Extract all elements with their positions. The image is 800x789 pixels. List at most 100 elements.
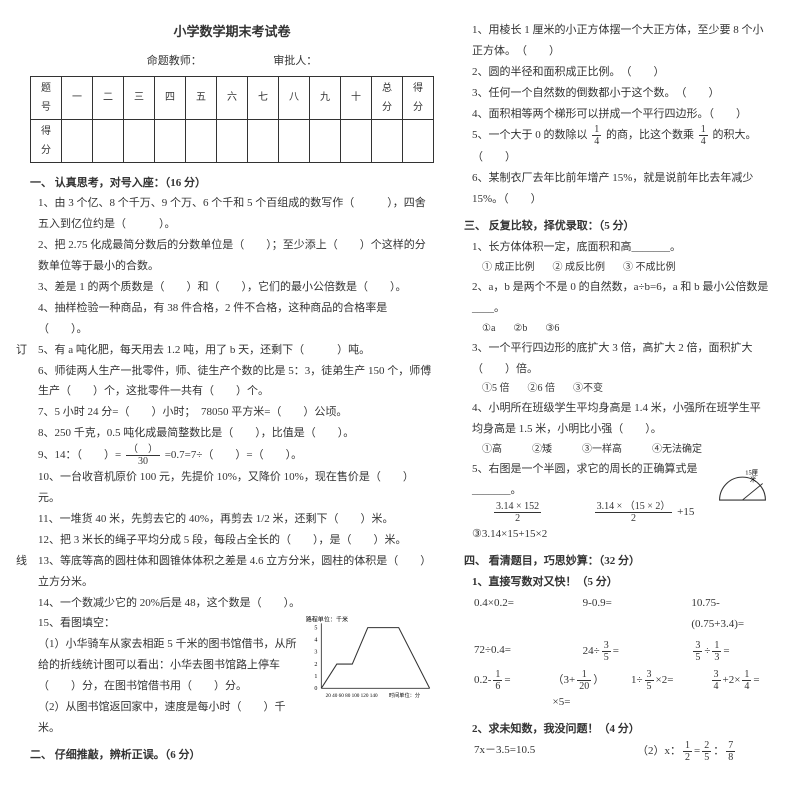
td: 得分	[31, 119, 62, 162]
r3-text: 任何一个自然数的倒数都小于这个数。 （ ）	[489, 87, 720, 99]
author-line: 命题教师： 审批人：	[30, 51, 434, 72]
r5b: 的商，比这个数乘	[606, 129, 694, 141]
r5a: 一个大于 0 的数除以	[489, 129, 588, 141]
opt: ③不变	[573, 379, 603, 398]
svg-text:4: 4	[314, 638, 317, 644]
q12: 12、把 3 米长的绳子平均分成 5 段，每段占全长的（ ），是（ ）米。	[38, 530, 434, 551]
section-1-heading: 一、 认真思考，对号入座：（16 分）	[30, 173, 434, 194]
q15: 15、看图填空： 路程单位：千米 0 1 2 3 4 5 20 40 60 80…	[38, 613, 434, 738]
svg-text:2: 2	[314, 662, 317, 668]
s3q3: 3、一个平行四边形的底扩大 3 倍，高扩大 2 倍，面积扩大（ ）倍。	[472, 338, 770, 380]
th: 四	[155, 76, 186, 119]
section-3-heading: 三、 反复比较，择优录取：（5 分）	[464, 216, 770, 237]
th: 一	[62, 76, 93, 119]
r1-text: 用棱长 1 厘米的小正方体摆一个大正方体，至少要 8 个小正方体。 （ ）	[472, 24, 764, 57]
q4-text: 抽样检验一种商品，有 38 件合格，2 件不合格，这种商品的合格率是（ ）。	[38, 302, 387, 335]
q8: 8、250 千克，0.5 吨化成最简整数比是（ ），比值是（ ）。	[38, 423, 434, 444]
section-4-heading: 四、 看清题目，巧思妙算：（32 分）	[464, 551, 770, 572]
c3: 35÷13=	[691, 640, 770, 663]
author-label: 命题教师：	[147, 55, 202, 67]
svg-text:15厘: 15厘	[745, 469, 758, 477]
th: 总分	[372, 76, 403, 119]
r1: 1、用棱长 1 厘米的小正方体摆一个大正方体，至少要 8 个小正方体。 （ ）	[472, 20, 770, 62]
c2: （2）x：12=25：78	[637, 740, 770, 763]
s3q5: 15厘 米 5、右图是一个半圆，求它的周长的正确算式是_______。 3.14…	[472, 459, 770, 524]
c1: 0.4×0.2=	[474, 593, 553, 635]
c1: 0.2-16=	[474, 669, 535, 713]
th: 题号	[31, 76, 62, 119]
calc-row-1: 0.4×0.2= 9-0.9= 10.75-(0.75+3.4)=	[474, 593, 770, 635]
s3q2: 2、a，b 是两个不是 0 的自然数，a÷b=6，a 和 b 最小公倍数是___…	[472, 277, 770, 319]
opt: ②6 倍	[528, 379, 556, 398]
calc-row-4: 7x－3.5=10.5 （2）x：12=25：78	[474, 740, 770, 763]
left-column: 装 小学数学期末考试卷 命题教师： 审批人： 题号 一 二 三 四 五 六 七 …	[30, 20, 434, 769]
calc-row-3: 0.2-16= （3+120）×5= 1÷35×2= 34+2×14=	[474, 669, 770, 713]
s3q5-f2: 3.14 × （15 × 2）2	[595, 501, 673, 524]
c1: 7x－3.5=10.5	[474, 740, 607, 763]
r2: 2、圆的半径和面积成正比例。 （ ）	[472, 62, 770, 83]
q13-text: 等底等高的圆柱体和圆锥体体积之差是 4.6 立方分米，圆柱的体积是（ ）立方分米…	[38, 555, 431, 588]
s3q5-text: 右图是一个半圆，求它的周长的正确算式是_______。	[472, 463, 698, 496]
q10-text: 一台收音机原价 100 元，先提价 10%，又降价 10%，现在售价是（ ）元。	[38, 471, 414, 504]
frac-1-4b: 14	[699, 124, 708, 147]
s3q4-text: 小明所在班级学生平均身高是 1.4 米，小强所在班学生平均身高是 1.5 米，小…	[472, 402, 761, 435]
th: 十	[341, 76, 372, 119]
exam-title: 小学数学期末考试卷	[30, 20, 434, 45]
th: 二	[93, 76, 124, 119]
c3: 1÷35×2=	[631, 669, 692, 713]
semicircle-figure: 15厘 米	[715, 459, 770, 509]
q15-text: 看图填空：	[60, 617, 115, 629]
section-2-heading: 二、 仔细推敲，辨析正误。（6 分）	[30, 745, 434, 766]
q9b: =0.7=7÷（ ）=（ ）。	[165, 449, 302, 461]
q14-text: 一个数减少它的 20%后是 48，这个数是（ ）。	[60, 597, 300, 609]
svg-text:5: 5	[314, 626, 317, 632]
q2: 2、把 2.75 化成最简分数后的分数单位是（ ）；至少添上（ ）个这样的分数单…	[38, 235, 434, 277]
q11-text: 一堆货 40 米，先剪去它的 40%，再剪去 1/2 米，还剩下（ ）米。	[60, 513, 394, 525]
q2-text: 把 2.75 化成最简分数后的分数单位是（ ）；至少添上（ ）个这样的分数单位等…	[38, 239, 426, 272]
score-table: 题号 一 二 三 四 五 六 七 八 九 十 总分 得分 得分	[30, 76, 434, 163]
opt: ③6	[545, 319, 559, 338]
s3q3-opts: ①5 倍 ②6 倍 ③不变	[482, 379, 770, 398]
line-chart: 路程单位：千米 0 1 2 3 4 5 20 40 60 80 100 120 …	[304, 613, 434, 703]
q5: 订 5、有 a 吨化肥，每天用去 1.2 吨，用了 b 天，还剩下（ ）吨。	[38, 340, 434, 361]
opt: ①a	[482, 319, 495, 338]
s3q5-f1: 3.14 × 1522	[494, 501, 541, 524]
s3q2-text: a，b 是两个不是 0 的自然数，a÷b=6，a 和 b 最小公倍数是____。	[472, 281, 768, 314]
opt: ① 成正比例	[482, 258, 535, 277]
opt: ①高	[482, 440, 502, 459]
svg-text:米: 米	[750, 475, 757, 484]
c4: 34+2×14=	[710, 669, 771, 713]
opt: ④无法确定	[652, 440, 702, 459]
r6-text: 某制衣厂去年比前年增产 15%，就是说前年比去年减少 15%。（ ）	[472, 172, 753, 205]
q1: 1、由 3 个亿、8 个千万、9 个万、6 个千和 5 个百组成的数写作（ ），…	[38, 193, 434, 235]
q5-text: 有 a 吨化肥，每天用去 1.2 吨，用了 b 天，还剩下（ ）吨。	[55, 344, 371, 356]
svg-text:时间单位：分: 时间单位：分	[389, 691, 420, 699]
opt: ②矮	[532, 440, 552, 459]
th: 五	[186, 76, 217, 119]
opt: ③ 不成比例	[623, 258, 676, 277]
th: 三	[124, 76, 155, 119]
q10: 10、一台收音机原价 100 元，先提价 10%，又降价 10%，现在售价是（ …	[38, 467, 434, 509]
right-column: 1、用棱长 1 厘米的小正方体摆一个大正方体，至少要 8 个小正方体。 （ ） …	[464, 20, 770, 769]
q6-text: 师徒两人生产一批零件，师、徒生产个数的比是 5：3，徒弟生产 150 个，师傅生…	[38, 365, 431, 398]
q9a: 14：（ ）=	[55, 449, 122, 461]
q7: 7、5 小时 24 分=（ ）小时； 78050 平方米=（ ）公顷。	[38, 402, 434, 423]
r2-text: 圆的半径和面积成正比例。 （ ）	[489, 66, 665, 78]
svg-text:20 40 60 80 100 120 140: 20 40 60 80 100 120 140	[326, 693, 378, 699]
opt: ② 成反比例	[553, 258, 606, 277]
q3: 3、差是 1 的两个质数是（ ）和（ ），它们的最小公倍数是（ ）。	[38, 277, 434, 298]
th: 九	[310, 76, 341, 119]
th: 得分	[403, 76, 434, 119]
th: 六	[217, 76, 248, 119]
r5: 5、一个大于 0 的数除以 14 的商，比这个数乘 14 的积大。 （ ）	[472, 124, 770, 168]
c2: （3+120）×5=	[553, 669, 614, 713]
svg-text:1: 1	[314, 674, 317, 680]
calc-row-2: 72÷0.4= 24÷35= 35÷13=	[474, 640, 770, 663]
binding-label-2: 订	[16, 340, 27, 361]
q11: 11、一堆货 40 米，先剪去它的 40%，再剪去 1/2 米，还剩下（ ）米。	[38, 509, 434, 530]
q14: 14、一个数减少它的 20%后是 48，这个数是（ ）。	[38, 593, 434, 614]
svg-text:3: 3	[314, 650, 317, 656]
q8-text: 250 千克，0.5 吨化成最简整数比是（ ），比值是（ ）。	[55, 427, 355, 439]
s3q4: 4、小明所在班级学生平均身高是 1.4 米，小强所在班学生平均身高是 1.5 米…	[472, 398, 770, 440]
r3: 3、任何一个自然数的倒数都小于这个数。 （ ）	[472, 83, 770, 104]
